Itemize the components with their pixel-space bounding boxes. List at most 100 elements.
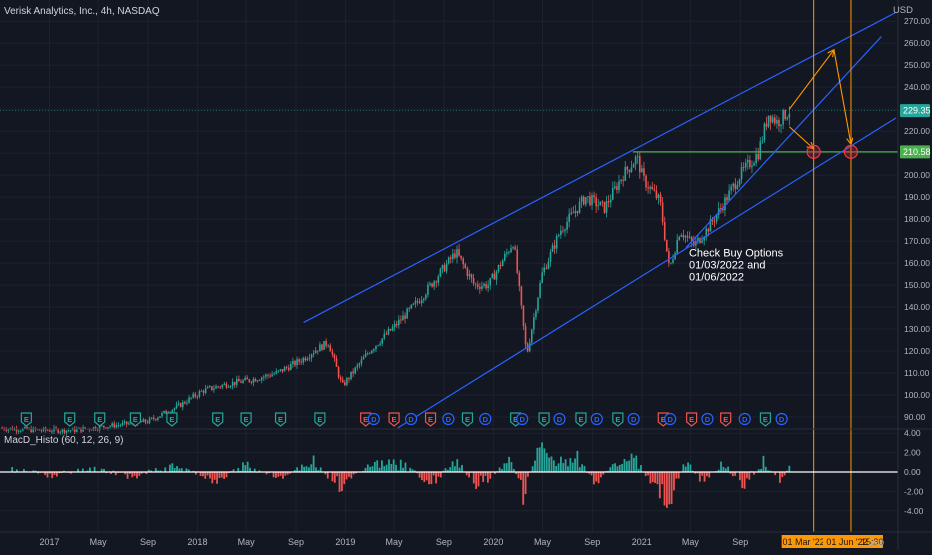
macd-histogram-bar <box>647 472 649 476</box>
candle-body <box>389 329 392 331</box>
candle-body <box>181 401 184 408</box>
macd-histogram-bar <box>88 467 91 472</box>
target-arrow-2[interactable] <box>788 50 834 110</box>
macd-histogram-bar <box>305 466 308 472</box>
candle-body <box>273 373 275 375</box>
trendline-1[interactable] <box>303 11 897 323</box>
event-badge-dividend[interactable]: D <box>367 412 380 426</box>
event-badge-dividend[interactable]: D <box>516 412 529 426</box>
candle-body <box>358 363 361 366</box>
event-badge-split[interactable]: E <box>388 412 400 427</box>
macd-histogram-bar <box>392 459 395 472</box>
annotation-text[interactable]: Check Buy Options 01/03/2022 and 01/06/2… <box>689 247 784 283</box>
event-badge-split[interactable]: E <box>360 412 372 427</box>
last-price-tag: 229.35 <box>900 104 931 118</box>
event-badge-split[interactable]: E <box>720 412 732 427</box>
event-badge-earnings[interactable]: E <box>240 412 252 427</box>
event-badge-earnings[interactable]: E <box>94 412 106 427</box>
candle-body <box>269 375 271 377</box>
trendline-3[interactable] <box>685 36 882 249</box>
candle-body <box>634 156 637 165</box>
macd-histogram-bar <box>449 467 452 472</box>
candle-body <box>605 201 608 213</box>
candle-body <box>100 425 103 427</box>
event-badge-earnings[interactable]: E <box>759 412 772 427</box>
event-badge-letter: D <box>667 415 673 424</box>
candle-body <box>595 197 597 207</box>
macd-histogram-bar <box>296 467 299 472</box>
event-badge-dividend[interactable]: D <box>590 412 603 426</box>
event-badge-earnings[interactable]: E <box>612 412 624 427</box>
macd-indicator-title[interactable]: MacD_Histo (60, 12, 26, 9) <box>4 435 124 446</box>
candle-body <box>684 236 687 238</box>
candle-body <box>15 428 18 432</box>
trendline-2[interactable] <box>397 117 897 429</box>
x-axis-tick-label-2017: 2017 <box>39 537 59 547</box>
macd-histogram-bar <box>336 472 339 477</box>
event-badge-dividend[interactable]: D <box>664 412 677 426</box>
event-badge-earnings[interactable]: E <box>64 412 76 427</box>
candle-body <box>78 427 80 429</box>
event-badge-dividend[interactable]: D <box>404 412 418 426</box>
candle-body <box>547 261 550 269</box>
candle-body <box>537 297 539 311</box>
macd-histogram-bar <box>176 466 178 472</box>
candle-body <box>514 247 516 250</box>
macd-histogram-bar <box>477 472 480 487</box>
candle-body <box>447 257 450 264</box>
event-badge-earnings[interactable]: E <box>314 412 326 427</box>
macd-histogram-bar <box>364 467 367 472</box>
event-badge-earnings[interactable]: E <box>461 412 474 427</box>
event-badge-letter: E <box>689 415 694 424</box>
candle-body <box>763 123 766 141</box>
event-badge-earnings[interactable]: E <box>274 412 287 427</box>
candle-body <box>9 427 12 429</box>
candle-body <box>281 369 284 372</box>
macd-histogram-bar <box>199 472 202 477</box>
event-badge-dividend[interactable]: D <box>442 412 455 426</box>
candle-body <box>163 410 165 413</box>
event-badge-dividend[interactable]: D <box>701 412 714 426</box>
macd-histogram-bar <box>110 472 112 474</box>
candle-body <box>481 285 483 289</box>
dividend-marker-icon <box>738 412 751 426</box>
macd-histogram-bar <box>277 472 280 477</box>
event-badge-earnings[interactable]: E <box>575 412 587 427</box>
event-badge-letter: E <box>67 415 72 424</box>
candle-body <box>630 167 633 172</box>
event-badge-dividend[interactable]: D <box>738 412 751 426</box>
macd-histogram-bar <box>545 453 548 472</box>
drawing-tools-layer[interactable] <box>303 0 898 532</box>
event-badge-earnings[interactable]: E <box>20 412 32 427</box>
event-badge-split[interactable]: E <box>686 412 698 427</box>
event-badge-earnings[interactable]: E <box>538 412 550 427</box>
macd-histogram-bar <box>734 472 737 476</box>
macd-histogram-bar <box>439 472 442 478</box>
event-badge-dividend[interactable]: D <box>479 412 492 426</box>
event-badge-earnings[interactable]: E <box>129 412 142 427</box>
candle-body <box>323 340 325 350</box>
candle-body <box>263 376 265 378</box>
candle-body <box>726 197 728 201</box>
candle-body <box>591 195 593 206</box>
event-badge-dividend[interactable]: D <box>553 412 566 426</box>
vertical-marker-label-1: 01 Mar '22 <box>783 537 825 547</box>
candle-body <box>410 304 413 309</box>
target-arrow-3[interactable] <box>833 49 851 145</box>
candle-body <box>223 383 226 385</box>
symbol-title[interactable]: Verisk Analytics, Inc., 4h, NASDAQ <box>4 6 160 17</box>
candle-body <box>209 386 211 388</box>
event-badge-split[interactable]: E <box>424 412 437 427</box>
event-badge-earnings[interactable]: E <box>166 412 178 427</box>
target-arrow-1[interactable] <box>788 126 813 149</box>
candle-body <box>356 365 359 368</box>
candle-body <box>719 208 722 209</box>
event-badge-dividend[interactable]: D <box>627 412 640 426</box>
candle-body <box>240 381 242 383</box>
event-badge-earnings[interactable]: E <box>212 412 224 427</box>
candle-body <box>157 417 159 420</box>
event-badge-dividend[interactable]: D <box>775 412 788 426</box>
candle-body <box>518 272 521 287</box>
